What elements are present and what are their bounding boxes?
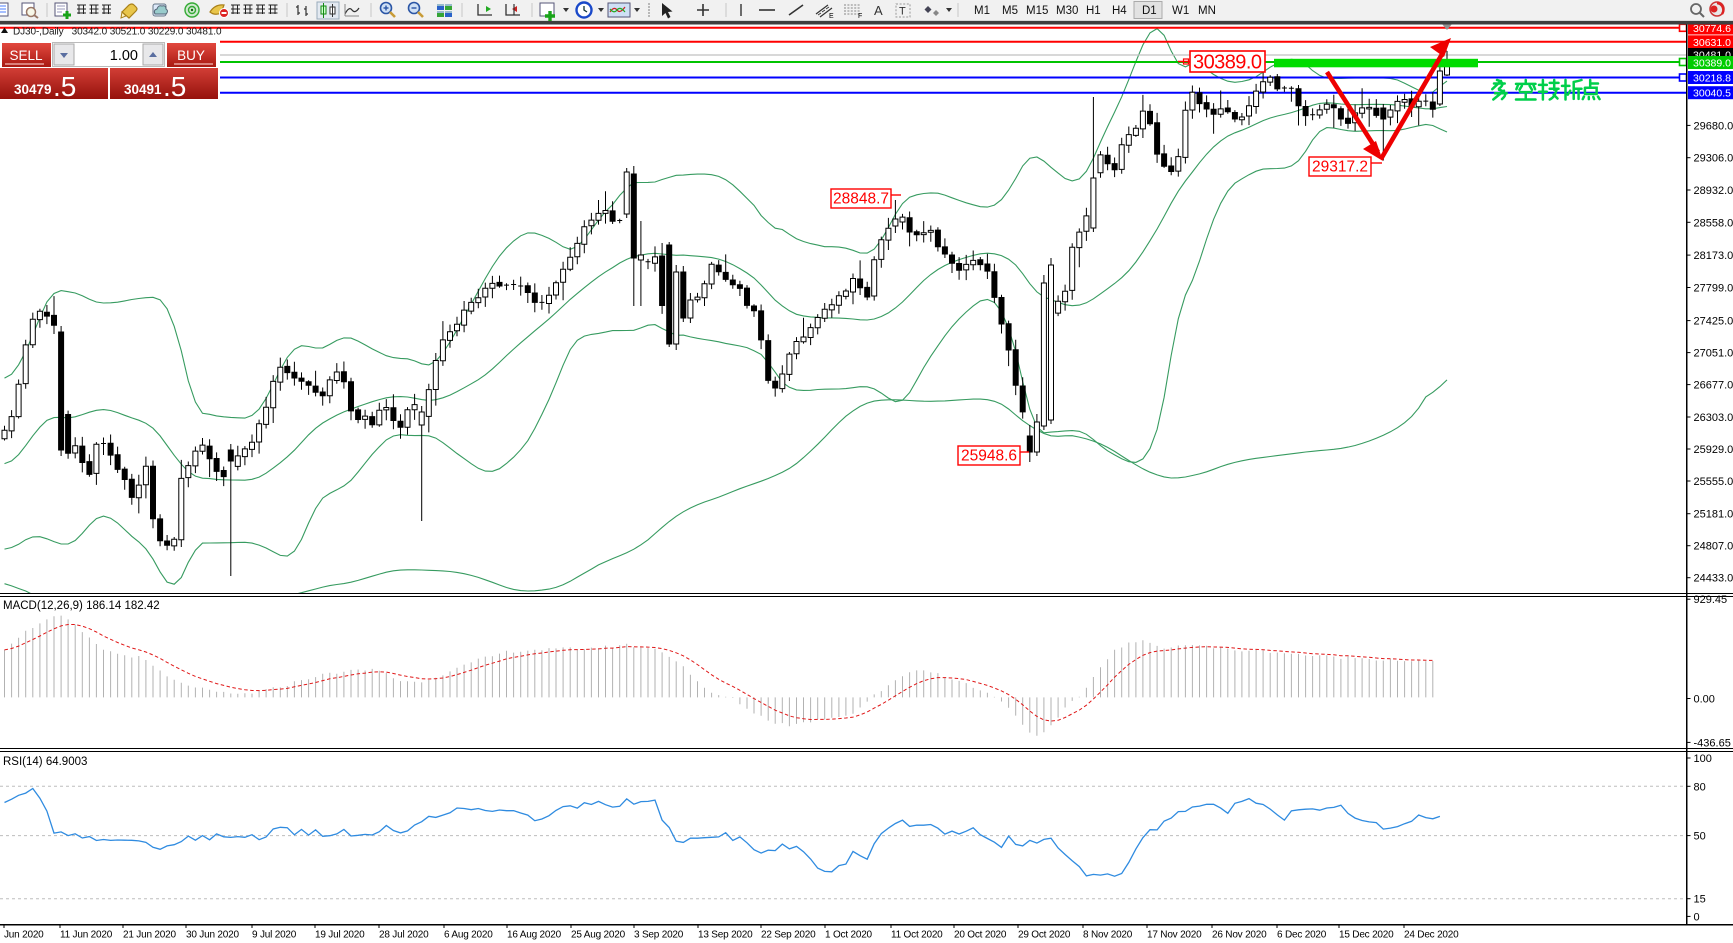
svg-text:MN: MN xyxy=(1198,5,1216,17)
svg-text:25929.0: 25929.0 xyxy=(1694,444,1733,456)
svg-text:26 Nov 2020: 26 Nov 2020 xyxy=(1212,930,1267,941)
svg-text:D1: D1 xyxy=(1142,5,1157,17)
svg-text:30218.8: 30218.8 xyxy=(1693,73,1731,85)
svg-text:13 Sep 2020: 13 Sep 2020 xyxy=(698,930,753,941)
svg-text:30 Jun 2020: 30 Jun 2020 xyxy=(186,930,239,941)
svg-text:0: 0 xyxy=(1694,911,1700,923)
svg-text:6 Aug 2020: 6 Aug 2020 xyxy=(444,930,493,941)
svg-text:29317.2: 29317.2 xyxy=(1312,159,1368,176)
svg-text:929.45: 929.45 xyxy=(1694,594,1728,606)
svg-text:29680.0: 29680.0 xyxy=(1694,120,1733,132)
svg-text:24807.0: 24807.0 xyxy=(1694,541,1733,553)
svg-text:MACD(12,26,9) 186.14 182.42: MACD(12,26,9) 186.14 182.42 xyxy=(3,600,160,612)
svg-text:28558.0: 28558.0 xyxy=(1694,217,1733,229)
svg-text:9 Jul 2020: 9 Jul 2020 xyxy=(252,930,297,941)
svg-text:100: 100 xyxy=(1694,753,1712,765)
svg-text:25 Aug 2020: 25 Aug 2020 xyxy=(571,930,626,941)
svg-text:27425.0: 27425.0 xyxy=(1694,316,1733,328)
svg-text:22 Sep 2020: 22 Sep 2020 xyxy=(761,930,816,941)
svg-text:M15: M15 xyxy=(1026,5,1048,17)
svg-text:26677.0: 26677.0 xyxy=(1694,380,1733,392)
svg-text:E: E xyxy=(829,13,834,20)
svg-text:25948.6: 25948.6 xyxy=(961,448,1017,465)
svg-text:BUY: BUY xyxy=(177,48,205,63)
svg-text:0.00: 0.00 xyxy=(1694,694,1715,706)
svg-text:T: T xyxy=(899,6,906,18)
svg-text:30631.0: 30631.0 xyxy=(1693,37,1731,49)
svg-text:6 Dec 2020: 6 Dec 2020 xyxy=(1277,930,1327,941)
svg-text:F: F xyxy=(858,13,862,20)
svg-text:M30: M30 xyxy=(1056,5,1078,17)
svg-text:SELL: SELL xyxy=(9,48,43,63)
svg-text:W1: W1 xyxy=(1172,5,1189,17)
svg-text:25181.0: 25181.0 xyxy=(1694,509,1733,521)
svg-text:27051.0: 27051.0 xyxy=(1694,348,1733,360)
svg-text:27799.0: 27799.0 xyxy=(1694,283,1733,295)
svg-text:50: 50 xyxy=(1694,831,1706,843)
svg-text:30040.5: 30040.5 xyxy=(1693,88,1731,100)
svg-text:1 Oct 2020: 1 Oct 2020 xyxy=(825,930,873,941)
svg-text:.5: .5 xyxy=(163,71,186,102)
svg-text:30774.6: 30774.6 xyxy=(1693,23,1731,35)
svg-text:28932.0: 28932.0 xyxy=(1694,185,1733,197)
svg-text:H1: H1 xyxy=(1086,5,1101,17)
svg-text:.5: .5 xyxy=(53,71,76,102)
svg-text:24433.0: 24433.0 xyxy=(1694,573,1733,585)
svg-text:11 Oct 2020: 11 Oct 2020 xyxy=(891,930,943,941)
svg-text:30491: 30491 xyxy=(124,82,162,97)
svg-text:8 Nov 2020: 8 Nov 2020 xyxy=(1083,930,1133,941)
svg-text:15 Dec 2020: 15 Dec 2020 xyxy=(1339,930,1394,941)
svg-text:M1: M1 xyxy=(974,5,990,17)
svg-text:28 Jul 2020: 28 Jul 2020 xyxy=(379,930,429,941)
svg-text:30389.0: 30389.0 xyxy=(1693,58,1731,70)
svg-text:26303.0: 26303.0 xyxy=(1694,412,1733,424)
svg-text:28848.7: 28848.7 xyxy=(833,191,889,208)
svg-text:25555.0: 25555.0 xyxy=(1694,476,1733,488)
svg-text:-436.65: -436.65 xyxy=(1694,737,1731,749)
svg-text:30479: 30479 xyxy=(14,82,52,97)
svg-text:16 Aug 2020: 16 Aug 2020 xyxy=(507,930,562,941)
svg-text:1.00: 1.00 xyxy=(110,48,138,64)
svg-text:DJ30-,Daily 30342.0 30521.0: DJ30-,Daily 30342.0 30521.0 30229.0 3048… xyxy=(13,27,222,38)
svg-text:21 Jun 2020: 21 Jun 2020 xyxy=(123,930,176,941)
svg-text:19 Jul 2020: 19 Jul 2020 xyxy=(315,930,365,941)
svg-text:A: A xyxy=(874,3,883,18)
svg-text:RSI(14) 64.9003: RSI(14) 64.9003 xyxy=(3,756,87,768)
svg-text:30389.0: 30389.0 xyxy=(1193,52,1262,74)
svg-text:15: 15 xyxy=(1694,894,1706,906)
svg-text:Jun 2020: Jun 2020 xyxy=(4,930,44,941)
svg-text:29306.0: 29306.0 xyxy=(1694,153,1733,165)
svg-text:29 Oct 2020: 29 Oct 2020 xyxy=(1018,930,1071,941)
svg-text:80: 80 xyxy=(1694,781,1706,793)
svg-text:H4: H4 xyxy=(1112,5,1127,17)
svg-text:17 Nov 2020: 17 Nov 2020 xyxy=(1147,930,1202,941)
svg-text:11 Jun 2020: 11 Jun 2020 xyxy=(60,930,113,941)
svg-text:M5: M5 xyxy=(1002,5,1018,17)
svg-text:3 Sep 2020: 3 Sep 2020 xyxy=(634,930,684,941)
svg-text:20 Oct 2020: 20 Oct 2020 xyxy=(954,930,1007,941)
svg-text:28173.0: 28173.0 xyxy=(1694,250,1733,262)
svg-text:24 Dec 2020: 24 Dec 2020 xyxy=(1404,930,1459,941)
